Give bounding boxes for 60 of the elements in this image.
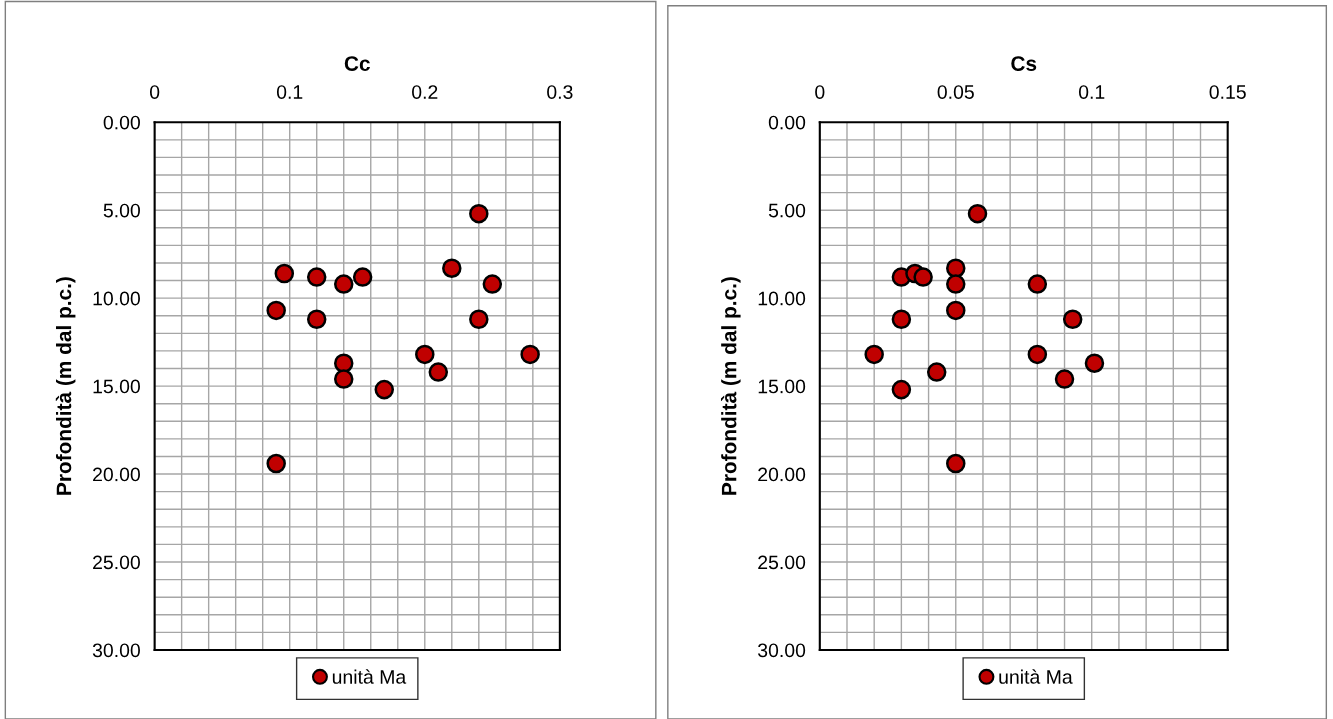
- x-tick-label: 0: [815, 85, 825, 99]
- point: [1027, 274, 1048, 294]
- y-axis-title: Profondità (m dal p.c.): [720, 277, 741, 495]
- x-axis-title: Cc: [344, 56, 370, 71]
- y-tick-label: 30.00: [92, 643, 140, 658]
- x-tick-label: 0: [149, 85, 160, 99]
- point: [967, 203, 988, 224]
- y-tick-label: 15.00: [758, 379, 806, 394]
- y-tick-label: 15.00: [93, 379, 140, 394]
- point: [333, 274, 354, 294]
- point: [306, 267, 327, 287]
- point: [1054, 369, 1075, 389]
- point: [482, 274, 503, 294]
- y-tick-label: 5.00: [768, 203, 806, 218]
- point: [926, 362, 947, 382]
- point: [891, 309, 912, 330]
- y-tick-label: 10.00: [93, 291, 140, 306]
- y-tick-label: 30.00: [757, 643, 806, 658]
- y-tick-label: 0.00: [768, 115, 806, 130]
- point: [1062, 309, 1083, 330]
- point: [913, 267, 933, 287]
- point: [428, 362, 449, 382]
- point: [1027, 344, 1048, 365]
- point: [415, 344, 435, 365]
- point: [891, 379, 912, 400]
- point: [946, 300, 966, 321]
- point: [306, 309, 327, 330]
- y-tick-label: 5.00: [103, 203, 140, 218]
- y-tick-label: 0.00: [103, 115, 140, 130]
- y-tick-label: 20.00: [93, 467, 140, 482]
- point: [374, 379, 395, 400]
- point: [1084, 353, 1105, 373]
- x-tick-label: 0.2: [412, 85, 438, 99]
- point: [469, 309, 489, 330]
- point: [442, 258, 462, 278]
- y-tick-label: 25.00: [758, 555, 806, 570]
- point: [946, 258, 966, 278]
- point: [266, 300, 286, 321]
- y-tick-label: 10.00: [758, 291, 806, 306]
- point: [469, 203, 489, 224]
- legend-label: unità Ma: [332, 669, 407, 684]
- point: [266, 453, 286, 474]
- y-axis-title: Profondità (m dal p.c.): [55, 277, 76, 495]
- point: [864, 344, 884, 365]
- x-tick-label: 0.3: [547, 85, 573, 99]
- x-tick-label: 0.15: [1209, 85, 1246, 99]
- point: [352, 267, 373, 287]
- y-tick-label: 25.00: [93, 555, 140, 570]
- legend-label: unità Ma: [999, 669, 1073, 684]
- point: [333, 353, 354, 373]
- y-tick-label: 20.00: [758, 467, 806, 482]
- point: [946, 453, 966, 474]
- point: [274, 263, 295, 284]
- point: [520, 344, 540, 365]
- x-tick-label: 0.1: [1078, 85, 1105, 99]
- x-tick-label: 0.05: [937, 85, 974, 99]
- x-axis-title: Cs: [1011, 56, 1037, 71]
- x-tick-label: 0.1: [276, 85, 303, 99]
- point: [946, 274, 966, 294]
- point: [333, 369, 354, 389]
